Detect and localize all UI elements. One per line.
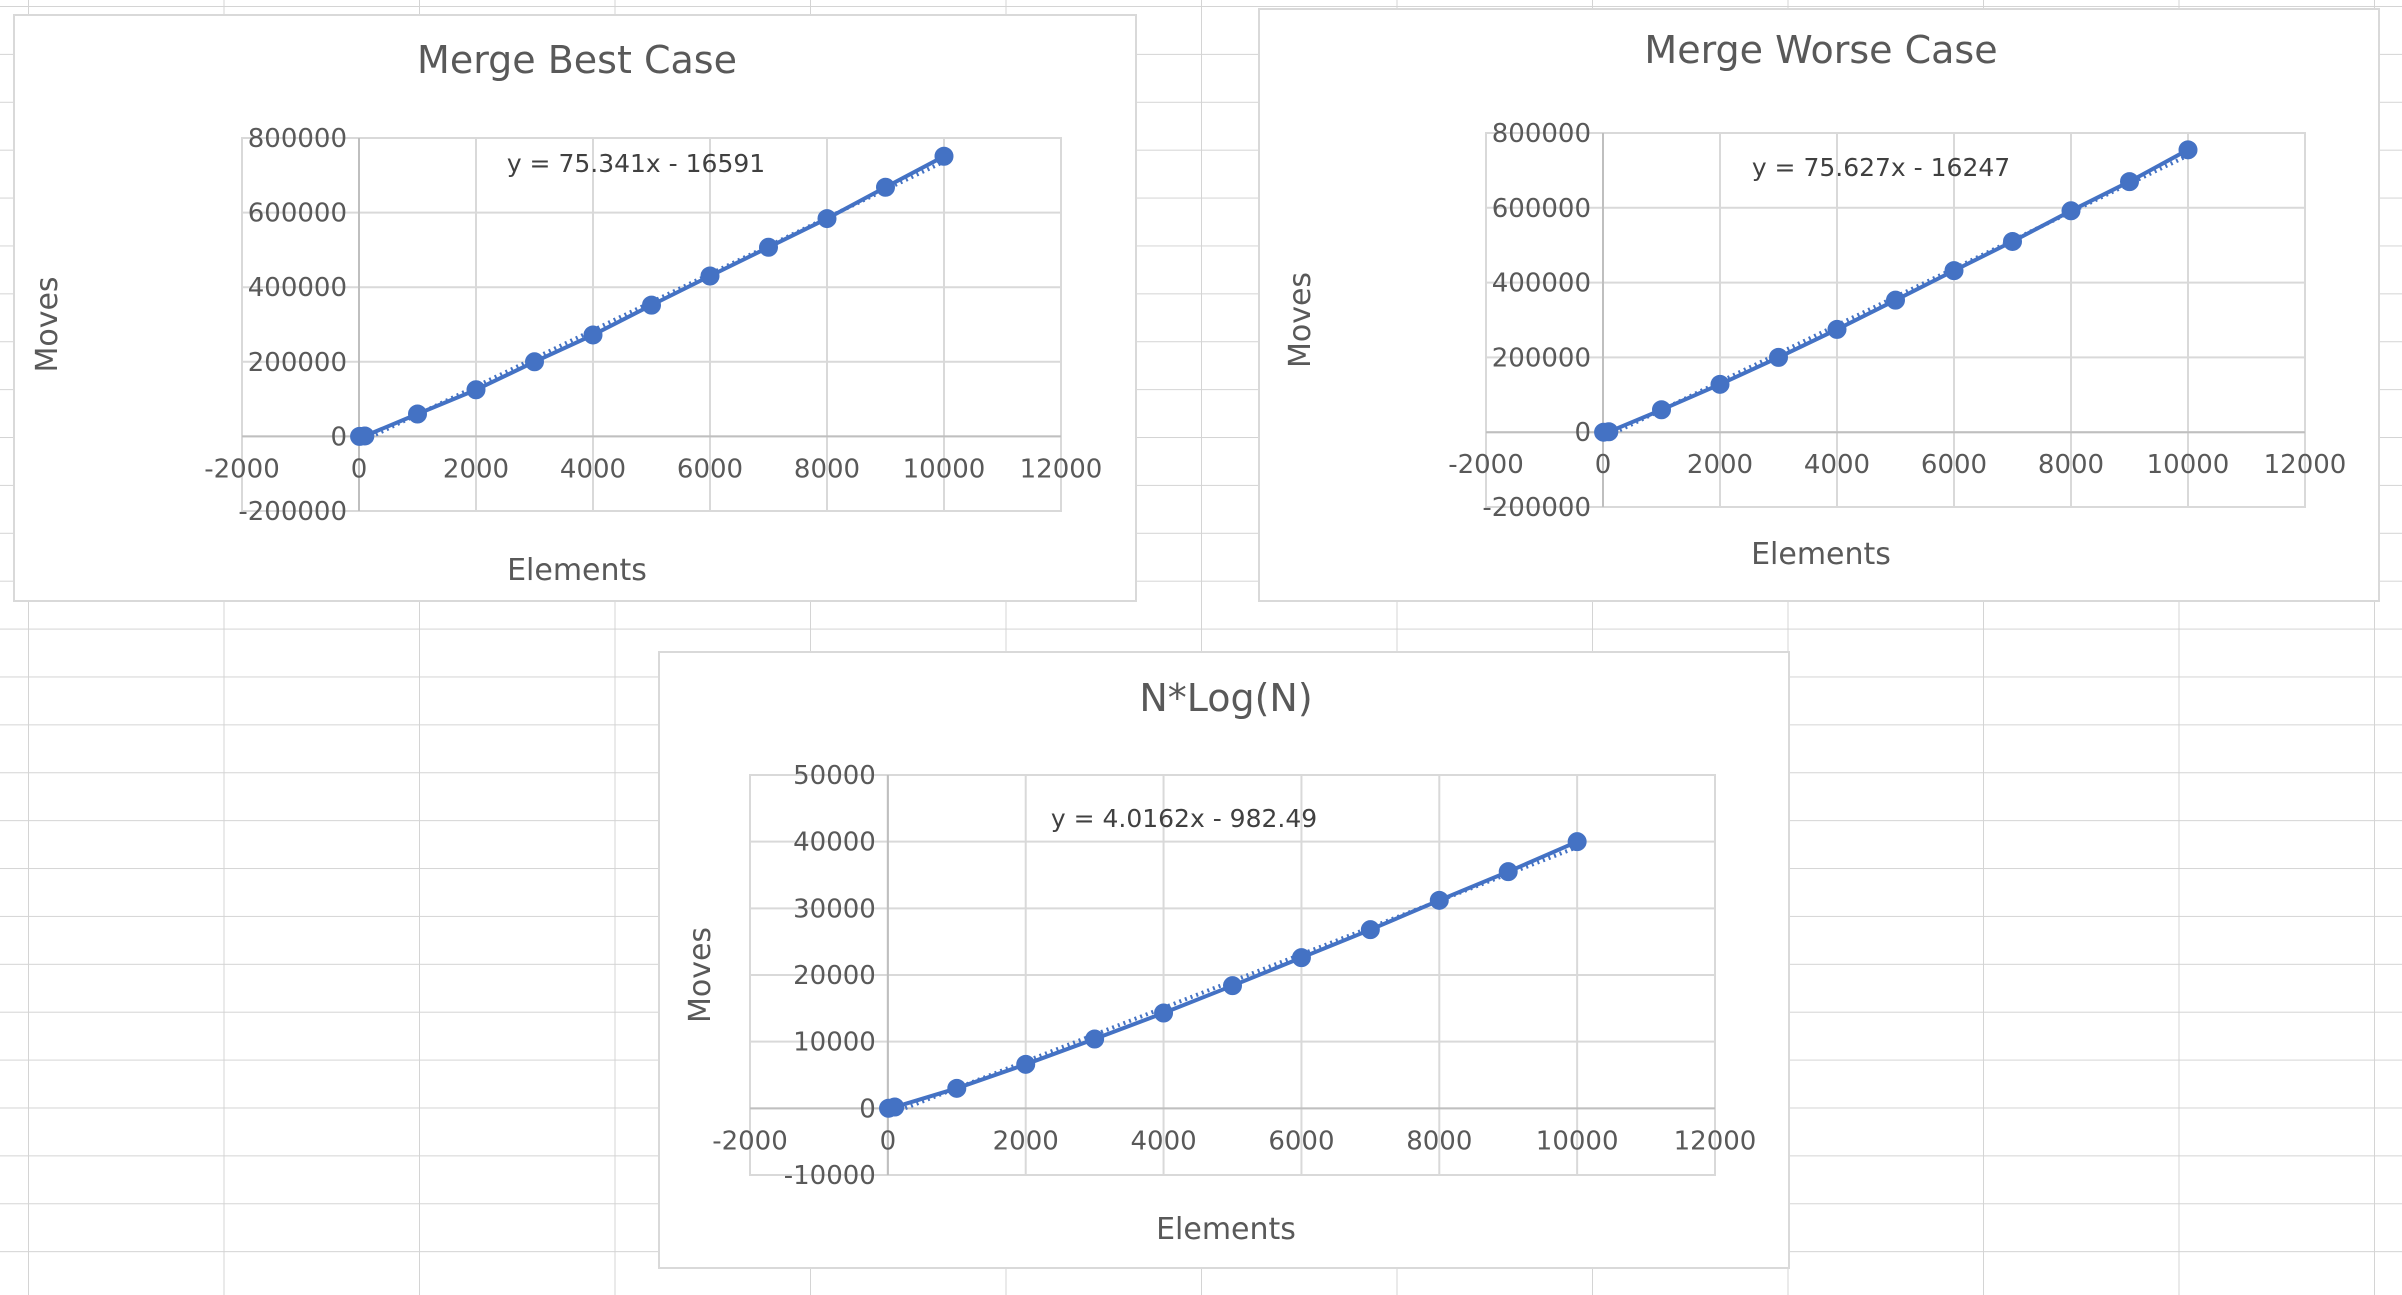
series-line [1603,148,2189,435]
data-point [1886,290,1905,310]
trendline-equation: y = 75.627x - 16247 [1752,153,2010,182]
chart-svg-merge-best: Merge Best Case -2000 0 2000 4000 6000 8000 100… [30,38,1103,588]
x-tick-label: 4000 [1804,450,1870,480]
y-tick-label: 0 [330,422,347,452]
x-tick-label: 10000 [2147,450,2230,480]
x-tick-label: 6000 [1268,1126,1334,1156]
y-tick-label: 10000 [793,1028,876,1058]
x-tick-label: 2000 [443,454,509,484]
data-point [947,1078,967,1098]
data-point [885,1097,905,1117]
y-tick-label: -200000 [238,497,347,527]
data-point [642,295,661,315]
x-tick-label: 2000 [993,1126,1059,1156]
data-point [934,146,954,166]
data-point [1223,976,1242,996]
y-tick-label: 200000 [248,348,347,378]
x-tick-label: 12000 [1020,454,1103,484]
y-tick-label: 800000 [248,124,347,154]
data-point [1599,422,1619,442]
y-tick-label: 400000 [1492,269,1591,299]
data-point [1360,920,1380,940]
chart-title: Merge Worse Case [1644,28,1997,72]
data-point [1652,400,1671,420]
chart-merge-best-case[interactable]: Merge Best Case -2000 0 2000 4000 6000 8000 100… [13,14,1137,602]
data-point [1085,1029,1105,1049]
chart-svg-nlogn: N*Log(N) -2000 0 2000 4000 6000 8000 10000 12000… [683,676,1757,1247]
series-line [888,839,1578,1111]
data-point [1944,261,1964,281]
data-point [1710,374,1730,394]
data-point [1827,319,1847,339]
x-tick-label: 4000 [1130,1126,1196,1156]
x-tick-label: 0 [351,454,368,484]
data-point [2003,231,2022,251]
x-tick-label: 6000 [1921,450,1987,480]
data-point [2120,172,2139,192]
y-tick-label: 600000 [248,199,347,229]
x-tick-label: 10000 [903,454,986,484]
chart-nlogn[interactable]: N*Log(N) -2000 0 2000 4000 6000 8000 10000 12000… [658,651,1790,1269]
y-tick-label: 40000 [793,828,876,858]
data-point [1498,862,1518,882]
x-tick-label: 6000 [677,454,743,484]
y-tick-label: -10000 [784,1161,876,1191]
data-point [759,237,778,257]
x-tick-label: 0 [880,1126,897,1156]
x-tick-label: 0 [1595,450,1612,480]
data-point [817,209,837,229]
data-point [1429,890,1449,910]
data-point [525,352,544,372]
y-tick-label: 0 [859,1094,876,1124]
x-tick-label: 8000 [794,454,860,484]
x-tick-label: 2000 [1687,450,1753,480]
x-axis-title: Elements [1156,1212,1296,1247]
y-tick-label: 0 [1574,418,1591,448]
y-axis-title: Moves [683,927,718,1023]
trendline-equation: y = 4.0162x - 982.49 [1051,804,1317,833]
chart-title: N*Log(N) [1139,676,1312,720]
y-tick-label: -200000 [1482,493,1591,523]
y-tick-label: 30000 [793,894,876,924]
chart-merge-worse-case[interactable]: Merge Worse Case -2000 0 2000 4000 6000 8000 10… [1258,8,2380,602]
data-point [1154,1003,1174,1023]
x-tick-label: 12000 [2264,450,2347,480]
data-point [583,325,603,345]
y-tick-label: 200000 [1492,343,1591,373]
data-point [466,380,486,400]
data-point [2061,201,2081,221]
chart-title: Merge Best Case [417,38,737,82]
y-axis-title: Moves [1283,272,1318,368]
x-tick-label: -2000 [204,454,280,484]
x-axis-title: Elements [1751,537,1891,572]
trendline-equation: y = 75.341x - 16591 [507,149,765,178]
data-point [408,404,427,424]
x-tick-label: 8000 [1406,1126,1472,1156]
x-tick-label: 10000 [1536,1126,1619,1156]
y-tick-label: 20000 [793,961,876,991]
y-tick-label: 400000 [248,273,347,303]
data-point [1769,347,1788,367]
x-tick-label: 12000 [1674,1126,1757,1156]
x-tick-label: 4000 [560,454,626,484]
y-tick-label: 800000 [1492,119,1591,149]
y-tick-label: 600000 [1492,194,1591,224]
data-point [876,177,895,197]
y-tick-label: 50000 [793,761,876,791]
y-axis-title: Moves [30,276,65,372]
data-point [1016,1054,1036,1074]
x-tick-label: -2000 [1448,450,1524,480]
chart-svg-merge-worse: Merge Worse Case -2000 0 2000 4000 6000 8000 10… [1283,28,2347,572]
x-axis-title: Elements [507,553,647,588]
data-point [2178,140,2198,160]
data-point [1567,832,1587,852]
x-tick-label: -2000 [712,1126,788,1156]
x-tick-label: 8000 [2038,450,2104,480]
data-point [700,266,720,286]
data-point [355,426,375,446]
data-point [1291,948,1311,968]
